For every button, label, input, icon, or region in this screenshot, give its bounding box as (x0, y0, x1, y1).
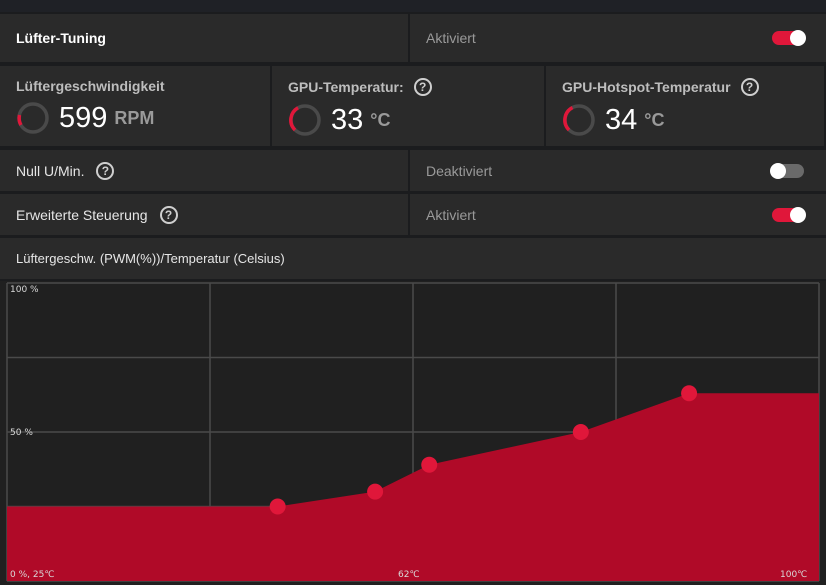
toggle-knob (790, 30, 806, 46)
gpu-temp-value-group: 33 °C (288, 103, 390, 137)
curve-point-handle-1[interactable] (269, 498, 286, 515)
hotspot-temp-title-text: GPU-Hotspot-Temperatur (562, 79, 731, 95)
gpu-temp-title: GPU-Temperatur: ? (288, 78, 432, 96)
curve-header-row: Lüftergeschw. (PWM(%))/Temperatur (Celsi… (0, 238, 826, 279)
x-tick-label-start: 0 %, 25℃ (10, 570, 54, 580)
zero-rpm-label-cell: Null U/Min. ? (0, 150, 408, 191)
fan-tuning-row: Lüfter-Tuning Aktiviert (0, 14, 826, 62)
advanced-control-row: Erweiterte Steuerung ? Aktiviert (0, 194, 826, 235)
advanced-state: Aktiviert (426, 206, 476, 223)
curve-point-handle-2[interactable] (367, 483, 384, 500)
metrics-row: Lüftergeschwindigkeit 599 RPM GPU-Temper… (0, 66, 826, 146)
fan-curve-points (269, 385, 698, 515)
zero-rpm-label: Null U/Min. (16, 162, 85, 179)
fan-speed-metric: Lüftergeschwindigkeit 599 RPM (0, 66, 270, 146)
x-tick-label-100: 100℃ (780, 570, 807, 580)
curve-point-handle-4[interactable] (572, 424, 589, 440)
advanced-label-cell: Erweiterte Steuerung ? (0, 194, 408, 235)
hotspot-temp-title: GPU-Hotspot-Temperatur ? (562, 78, 759, 96)
help-icon[interactable]: ? (159, 205, 178, 224)
gpu-temp-gauge-icon (289, 104, 321, 136)
curve-header: Lüftergeschw. (PWM(%))/Temperatur (Celsi… (16, 251, 285, 266)
hotspot-temp-value: 34 (605, 103, 638, 136)
fan-speed-title: Lüftergeschwindigkeit (16, 78, 165, 94)
hotspot-temp-metric: GPU-Hotspot-Temperatur ? 34 °C (546, 66, 824, 146)
help-icon[interactable]: ? (740, 78, 759, 96)
top-strip (0, 0, 826, 12)
zero-rpm-state-cell: Deaktiviert (410, 150, 826, 191)
fan-tuning-toggle[interactable] (772, 30, 806, 46)
y-tick-label-100: 100 % (10, 285, 39, 295)
toggle-knob (790, 206, 806, 223)
curve-point-handle-5[interactable] (681, 385, 698, 402)
fan-tuning-label: Lüfter-Tuning (16, 30, 106, 46)
fan-curve-chart[interactable]: 100 % 50 % 0 %, 25℃ 62℃ 100℃ (0, 281, 826, 585)
fan-tuning-label-cell: Lüfter-Tuning (0, 14, 408, 62)
gpu-temp-value: 33 (331, 103, 364, 136)
advanced-toggle[interactable] (772, 206, 806, 223)
help-icon[interactable]: ? (413, 78, 432, 96)
zero-rpm-toggle[interactable] (770, 162, 804, 179)
advanced-label: Erweiterte Steuerung (16, 206, 148, 223)
y-tick-label-50: 50 % (10, 428, 33, 438)
gpu-temp-unit: °C (370, 109, 391, 130)
zero-rpm-state: Deaktiviert (426, 162, 493, 179)
advanced-state-cell: Aktiviert (410, 194, 826, 235)
zero-rpm-row: Null U/Min. ? Deaktiviert (0, 150, 826, 191)
fan-tuning-state-cell: Aktiviert (410, 14, 826, 62)
hotspot-temp-value-group: 34 °C (562, 103, 664, 137)
curve-header-cell: Lüftergeschw. (PWM(%))/Temperatur (Celsi… (0, 238, 826, 279)
fan-speed-value-group: 599 RPM (16, 101, 154, 135)
fan-curve-area (7, 393, 819, 581)
fan-speed-unit: RPM (114, 107, 155, 128)
fan-speed-value: 599 (59, 101, 108, 134)
help-icon[interactable]: ? (96, 161, 115, 180)
curve-point-handle-3[interactable] (421, 456, 438, 473)
fan-speed-title-text: Lüftergeschwindigkeit (16, 78, 165, 94)
fan-speed-gauge-icon (17, 102, 49, 134)
hotspot-temp-gauge-icon (563, 104, 595, 136)
fan-tuning-state: Aktiviert (426, 30, 476, 46)
toggle-knob (770, 162, 786, 179)
gpu-temp-title-text: GPU-Temperatur: (288, 79, 404, 95)
x-tick-label-62: 62℃ (398, 570, 420, 580)
hotspot-temp-unit: °C (644, 109, 665, 130)
gpu-temp-metric: GPU-Temperatur: ? 33 °C (272, 66, 544, 146)
